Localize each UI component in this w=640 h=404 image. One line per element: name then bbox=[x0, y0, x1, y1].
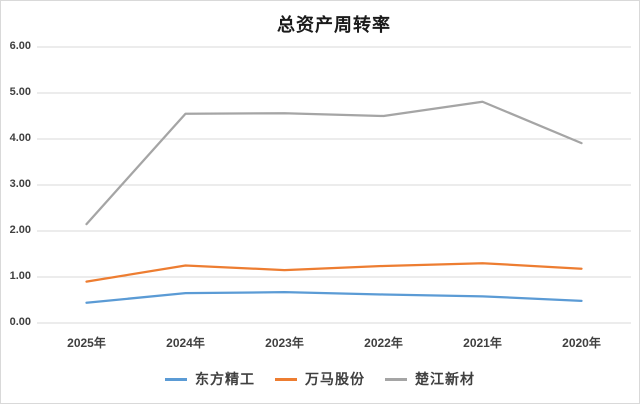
legend-line-icon bbox=[275, 377, 297, 381]
legend-item: 东方精工 bbox=[165, 369, 255, 389]
legend: 东方精工 万马股份 楚江新材 bbox=[1, 369, 639, 389]
legend-label: 万马股份 bbox=[305, 371, 365, 387]
legend-line-icon bbox=[165, 377, 187, 381]
x-axis-tick-label: 2021年 bbox=[463, 336, 502, 350]
y-axis-tick-label: 3.00 bbox=[9, 178, 31, 190]
y-axis-tick-label: 0.00 bbox=[9, 316, 31, 328]
series-line-东方精工 bbox=[85, 291, 583, 304]
legend-line-icon bbox=[385, 377, 407, 381]
x-axis-tick-label: 2023年 bbox=[265, 336, 304, 350]
y-axis-tick-label: 2.00 bbox=[9, 224, 31, 236]
legend-item: 楚江新材 bbox=[385, 369, 475, 389]
y-axis-tick-label: 1.00 bbox=[9, 270, 31, 282]
chart-title: 总资产周转率 bbox=[277, 15, 391, 35]
x-axis-tick-label: 2020年 bbox=[562, 336, 601, 350]
series-line-楚江新材 bbox=[85, 100, 583, 226]
series-line-万马股份 bbox=[85, 262, 583, 283]
x-axis-tick-label: 2024年 bbox=[166, 336, 205, 350]
legend-label: 楚江新材 bbox=[415, 371, 475, 387]
y-axis-tick-label: 5.00 bbox=[9, 86, 31, 98]
legend-label: 东方精工 bbox=[195, 371, 255, 387]
legend-item: 万马股份 bbox=[275, 369, 365, 389]
y-axis-tick-label: 6.00 bbox=[9, 40, 31, 52]
x-axis-tick-label: 2022年 bbox=[364, 336, 403, 350]
y-axis-tick-label: 4.00 bbox=[9, 132, 31, 144]
x-axis-tick-label: 2025年 bbox=[67, 336, 106, 350]
